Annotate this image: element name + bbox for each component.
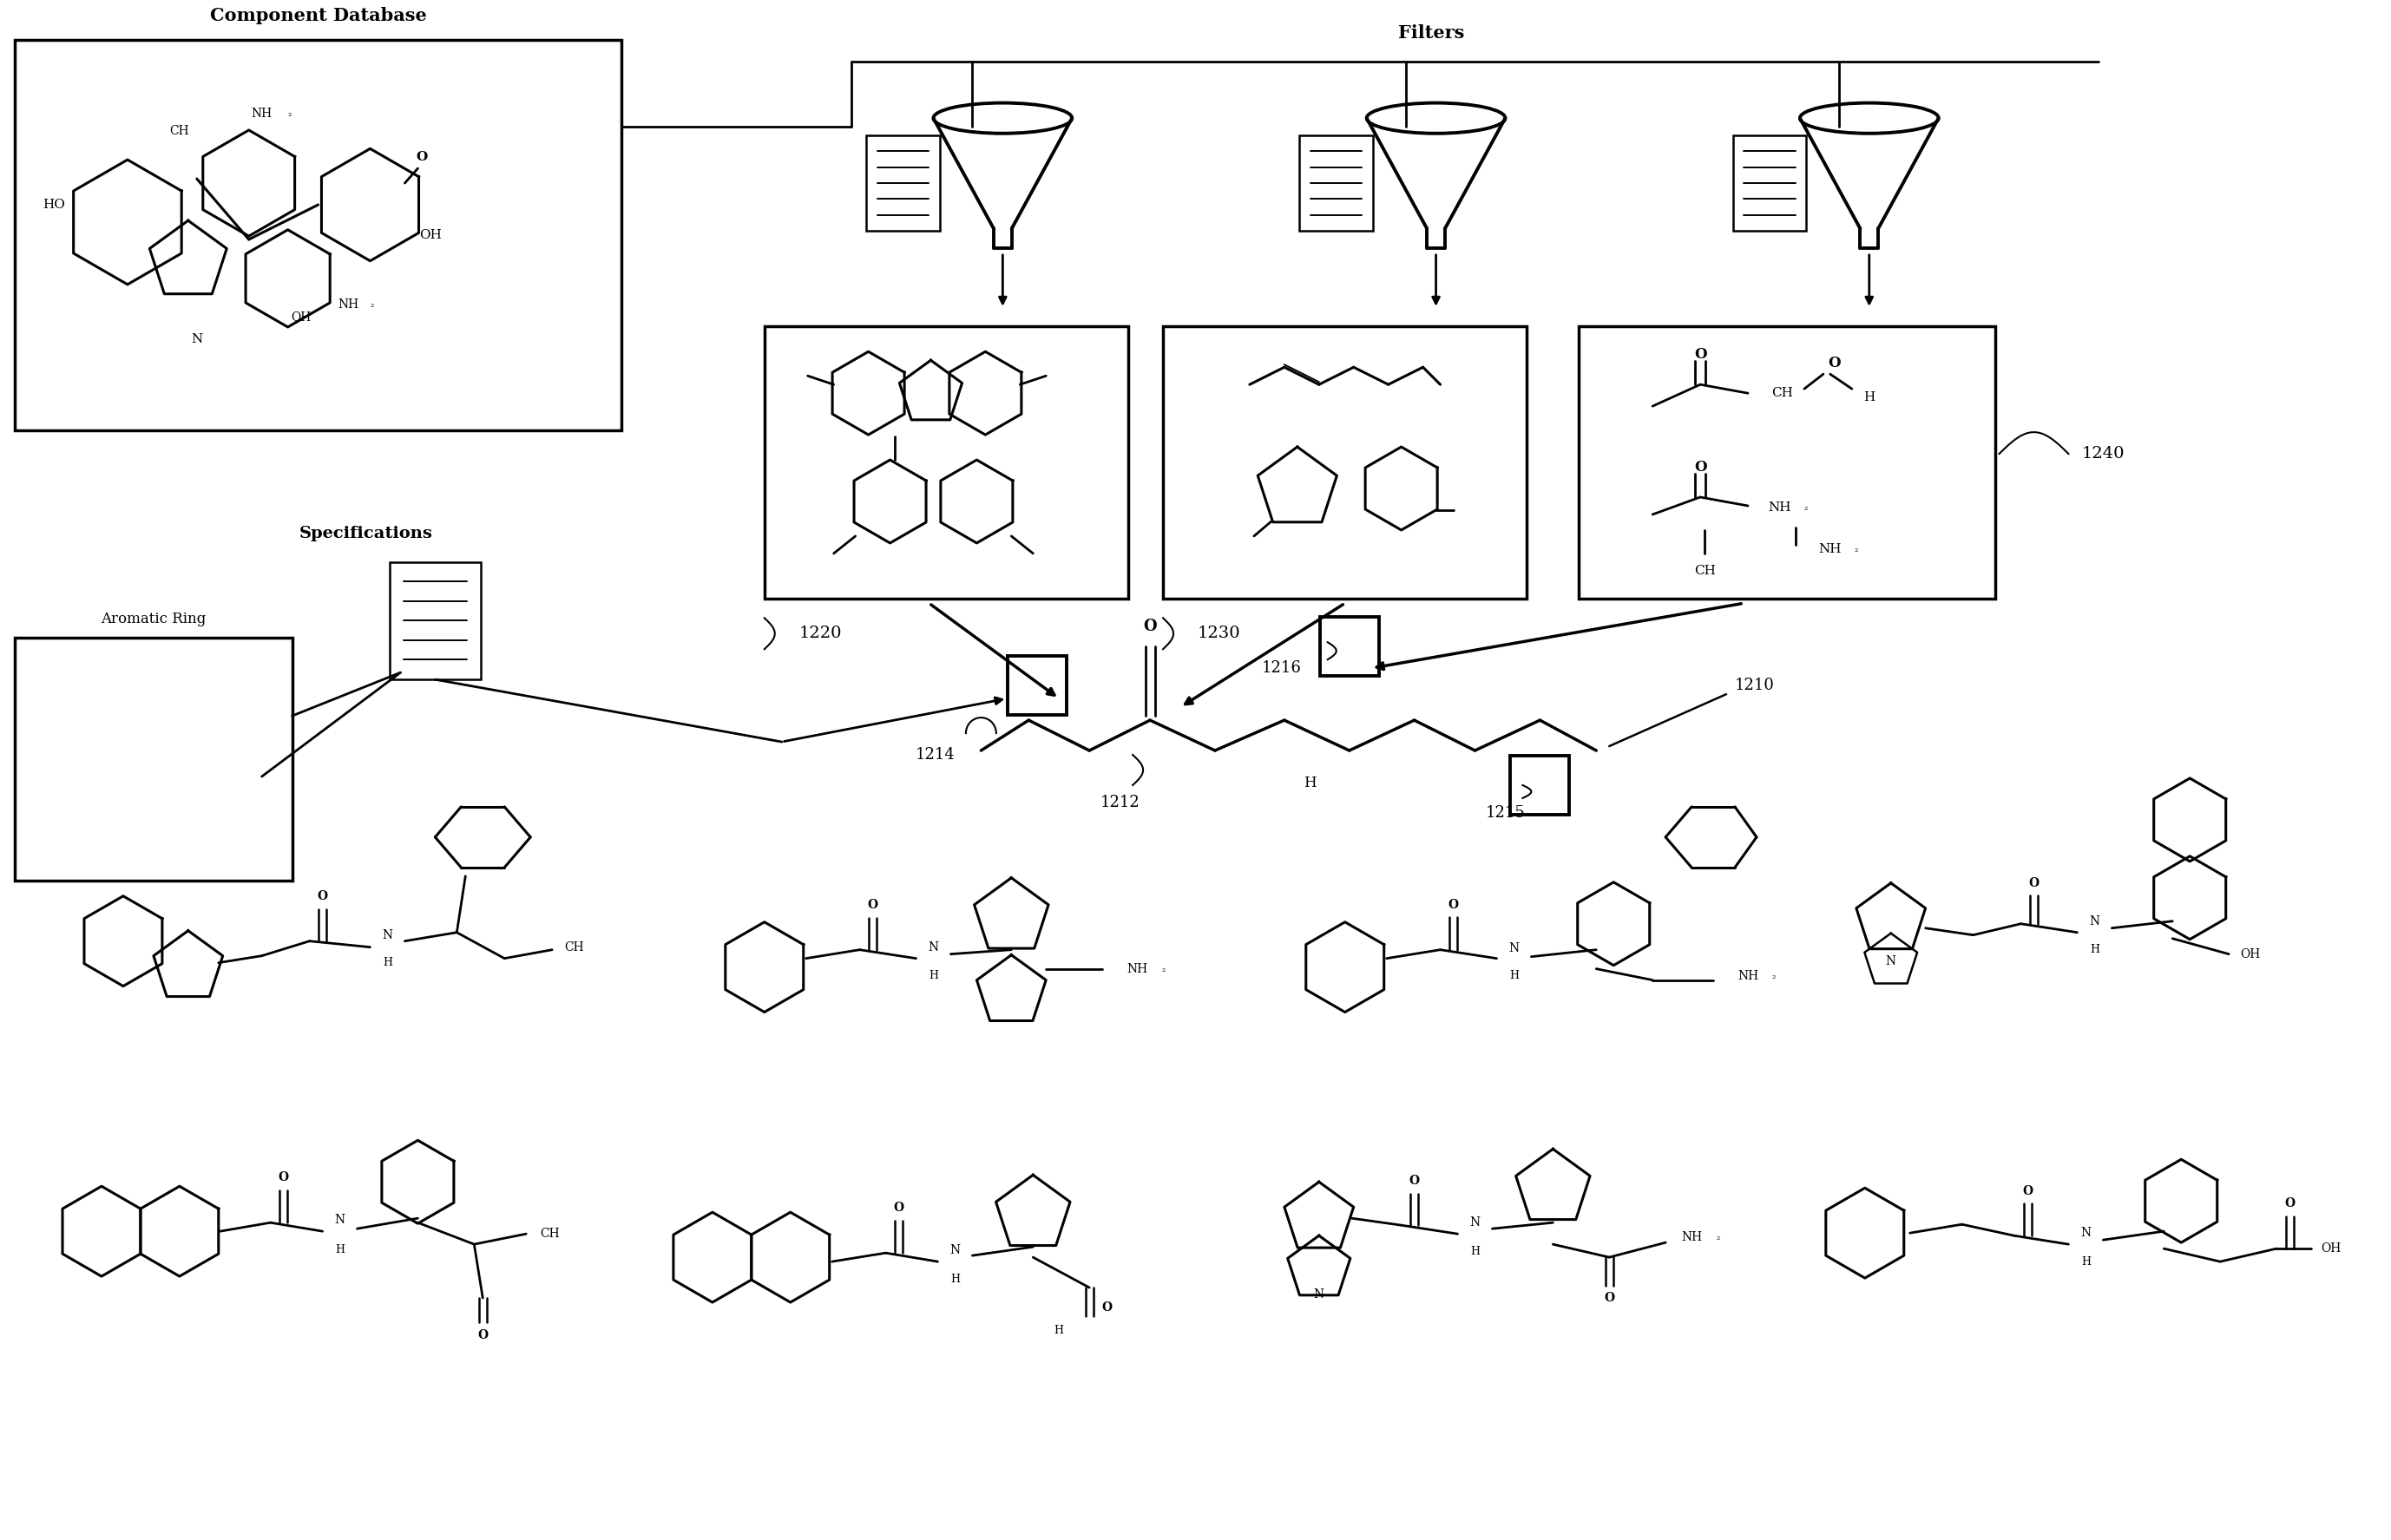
Text: HO: HO <box>43 199 65 211</box>
Text: ₂: ₂ <box>287 109 292 119</box>
Text: H: H <box>1863 391 1875 403</box>
Text: OH: OH <box>2240 949 2259 959</box>
Text: ₂: ₂ <box>1162 964 1164 973</box>
Text: CH: CH <box>540 1227 559 1240</box>
Text: O: O <box>2283 1198 2295 1209</box>
Bar <box>14 638 292 881</box>
Text: H: H <box>1470 1246 1480 1257</box>
Text: CH: CH <box>1693 565 1714 578</box>
Text: 1212: 1212 <box>1100 795 1141 810</box>
Text: Filters: Filters <box>1399 25 1466 42</box>
Text: CH: CH <box>564 941 583 953</box>
Text: Aromatic Ring: Aromatic Ring <box>100 611 206 627</box>
Text: N: N <box>949 1244 961 1257</box>
Text: O: O <box>894 1201 904 1214</box>
Text: 1215: 1215 <box>1485 805 1525 821</box>
Text: O: O <box>1829 356 1841 370</box>
Text: H: H <box>1303 776 1317 792</box>
Text: OH: OH <box>418 229 442 242</box>
Text: CH: CH <box>170 125 189 137</box>
Text: N: N <box>2080 1227 2092 1240</box>
Text: ₂: ₂ <box>1772 972 1777 979</box>
Text: O: O <box>1604 1292 1614 1304</box>
Text: ₂: ₂ <box>1805 504 1808 511</box>
Text: O: O <box>2028 876 2040 889</box>
Text: O: O <box>1102 1301 1112 1314</box>
Bar <box>1733 136 1805 231</box>
Text: O: O <box>1449 899 1459 910</box>
Text: O: O <box>1693 346 1707 362</box>
Text: N: N <box>1509 942 1518 955</box>
Bar <box>1578 326 1994 599</box>
Text: H: H <box>1509 970 1518 981</box>
Text: H: H <box>1054 1326 1064 1337</box>
Text: 1216: 1216 <box>1262 661 1301 676</box>
Bar <box>866 136 940 231</box>
Text: NH: NH <box>251 108 273 120</box>
Text: O: O <box>1408 1175 1420 1187</box>
Text: OH: OH <box>292 311 311 323</box>
Text: NH: NH <box>1681 1232 1702 1243</box>
Bar <box>1162 326 1528 599</box>
Text: O: O <box>1693 459 1707 474</box>
Text: O: O <box>318 890 328 902</box>
Bar <box>390 562 481 679</box>
Text: ₂: ₂ <box>1717 1234 1719 1241</box>
Text: 1230: 1230 <box>1198 625 1241 641</box>
Bar <box>1320 618 1380 676</box>
Text: Component Database: Component Database <box>210 8 426 25</box>
Bar <box>14 40 622 430</box>
Text: H: H <box>2080 1257 2090 1267</box>
Text: H: H <box>928 970 937 981</box>
Text: O: O <box>416 151 428 163</box>
Text: NH: NH <box>1738 970 1757 983</box>
Text: H: H <box>383 956 392 969</box>
Text: N: N <box>1886 955 1896 967</box>
Text: O: O <box>277 1172 289 1184</box>
Text: NH: NH <box>1126 962 1148 975</box>
Text: O: O <box>1143 619 1157 634</box>
Text: N: N <box>1470 1217 1480 1229</box>
Text: ₂: ₂ <box>371 300 373 308</box>
Text: N: N <box>191 333 203 345</box>
Text: NH: NH <box>337 299 359 311</box>
Text: N: N <box>1313 1289 1325 1301</box>
Text: H: H <box>949 1274 959 1284</box>
Text: O: O <box>868 899 877 910</box>
Bar <box>1511 756 1568 815</box>
Text: ₂: ₂ <box>1855 545 1858 553</box>
Bar <box>765 326 1129 599</box>
Text: N: N <box>335 1214 344 1226</box>
Bar <box>1298 136 1372 231</box>
Text: NH: NH <box>1769 502 1791 514</box>
Text: 1214: 1214 <box>916 747 954 762</box>
Text: H: H <box>335 1244 344 1255</box>
Text: N: N <box>2090 915 2099 927</box>
Text: 1210: 1210 <box>1736 678 1774 693</box>
Text: 1240: 1240 <box>2083 447 2126 462</box>
Text: NH: NH <box>1820 544 1841 556</box>
Text: CH: CH <box>1772 387 1793 399</box>
Text: OH: OH <box>2322 1243 2341 1255</box>
Bar <box>1009 656 1066 715</box>
Text: N: N <box>383 929 392 941</box>
Text: O: O <box>478 1329 488 1341</box>
Text: 1220: 1220 <box>799 625 842 641</box>
Text: O: O <box>2023 1186 2032 1198</box>
Text: N: N <box>928 941 940 953</box>
Text: Specifications: Specifications <box>299 527 433 542</box>
Text: H: H <box>2090 944 2099 955</box>
